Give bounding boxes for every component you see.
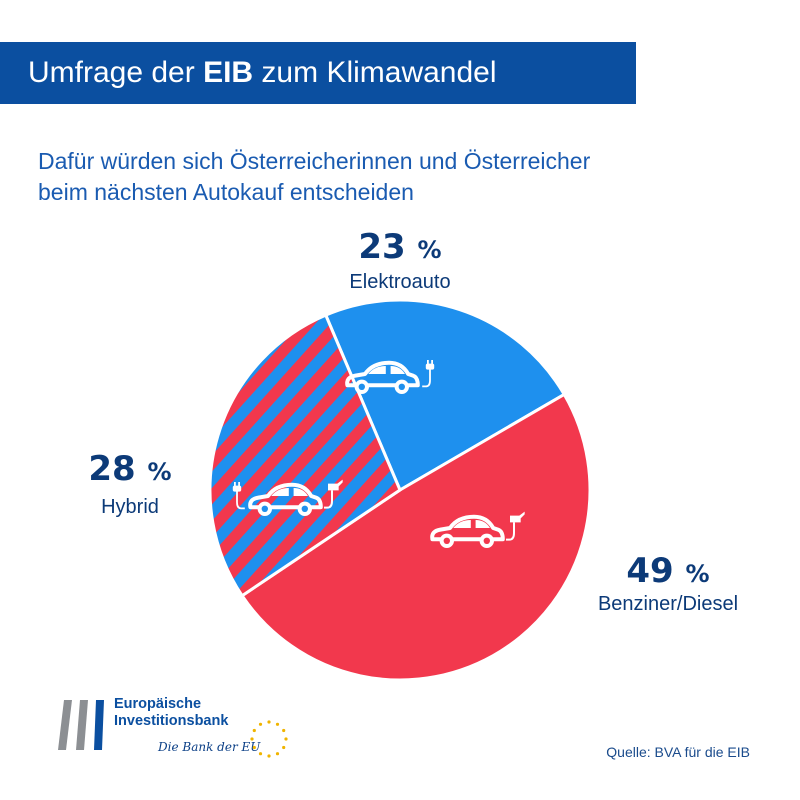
data-label-category: Hybrid — [101, 496, 159, 518]
subtitle-line-1: Dafür würden sich Österreicherinnen und … — [38, 148, 591, 174]
logo-line-1: Europäische — [114, 696, 202, 712]
title-post: zum Klimawandel — [253, 56, 497, 89]
logo-tagline: Die Bank der EU — [158, 740, 261, 754]
source-note: Quelle: BVA für die EIB — [606, 744, 750, 760]
data-label-value: 49 % — [626, 551, 709, 591]
eu-stars-icon — [250, 720, 288, 758]
pie-slice-elektroauto — [323, 298, 567, 493]
data-label-value: 28 % — [88, 449, 171, 489]
data-label-value: 23 % — [358, 227, 441, 267]
title-banner: Umfrage der EIB zum Klimawandel — [0, 42, 636, 104]
logo-text: Europäische Investitionsbank — [114, 696, 228, 730]
subtitle: Dafür würden sich Österreicherinnen und … — [38, 146, 778, 208]
pie-slice-benziner-diesel — [240, 392, 592, 682]
eib-logo-mark-icon — [58, 700, 104, 750]
eib-logo: Europäische Investitionsbank Die Bank de… — [58, 696, 288, 762]
subtitle-line-2: beim nächsten Autokauf entscheiden — [38, 179, 414, 205]
title-bold: EIB — [203, 56, 254, 89]
title-pre: Umfrage der — [28, 56, 204, 89]
data-label-category: Benziner/Diesel — [598, 593, 738, 615]
data-label-category: Elektroauto — [349, 271, 450, 293]
logo-line-2: Investitionsbank — [114, 713, 229, 729]
